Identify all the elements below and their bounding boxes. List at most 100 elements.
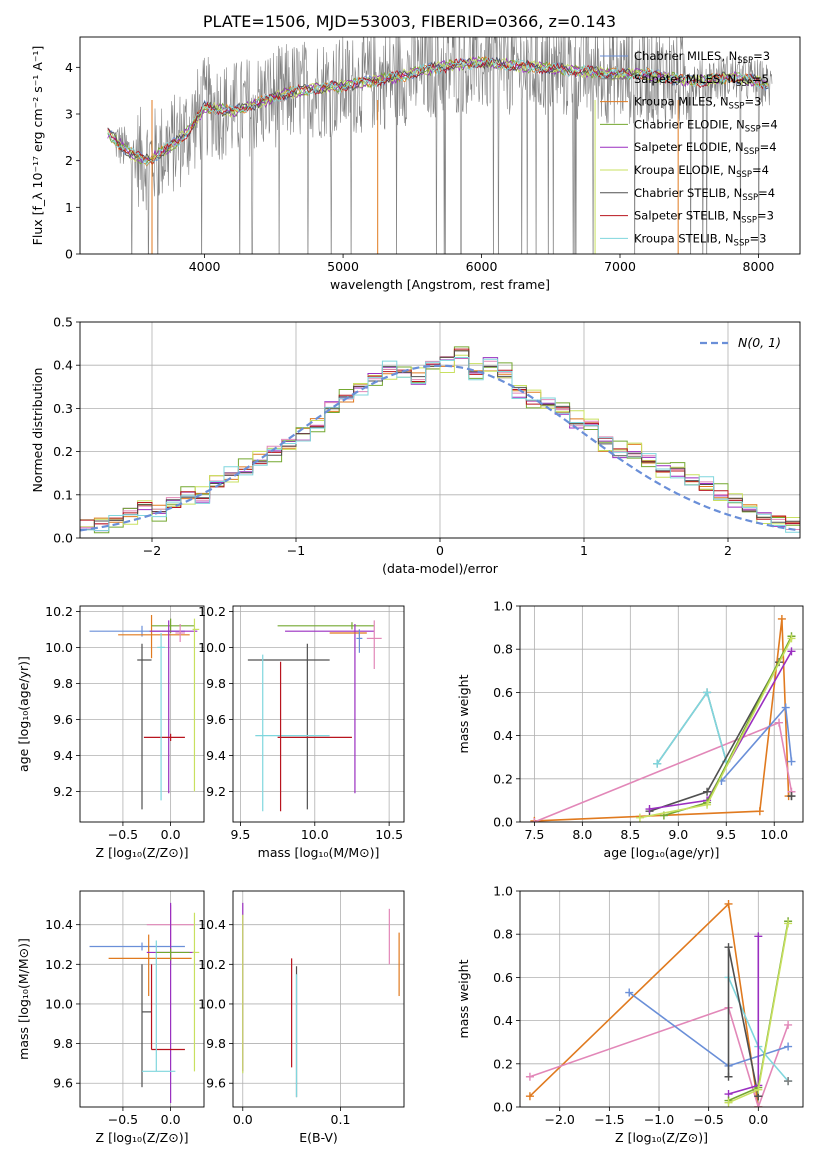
plus-marker [784, 1020, 793, 1029]
y-tick-label: 10.0 [198, 640, 226, 655]
y-tick-label: 0 [65, 247, 73, 262]
x-tick-label: 0.0 [233, 1112, 253, 1127]
plot-area [530, 614, 796, 822]
x-axis-label: E(B-V) [299, 1130, 338, 1145]
plus-marker [754, 932, 763, 941]
y-tick-label: 0.2 [493, 771, 513, 786]
axes-frame [232, 605, 405, 823]
x-axis-label: Z [log₁₀(Z/Z⊙)] [96, 1130, 189, 1145]
plot-area [89, 615, 200, 810]
y-axis-label: mass [log₁₀(M/M⊙)] [16, 938, 31, 1060]
y-tick-label: 9.8 [206, 676, 226, 691]
axes-age_vs_mass: 9.5 10.0 10.5 9.2 9.4 9.6 9.8 10.0 10.2 mass [log… [198, 604, 405, 860]
x-tick-label: 9.5 [716, 827, 736, 842]
plot-area [89, 902, 200, 1104]
x-tick-label: −2.0 [545, 1112, 575, 1127]
y-tick-label: 0.0 [493, 1100, 513, 1115]
x-tick-label: −1.5 [594, 1112, 624, 1127]
axes-weight_vs_age: 7.5 8.0 8.5 9.0 9.5 10.0 0.0 0.2 0.4 0.6 0.8 1.0 age… [456, 599, 804, 860]
series-line [649, 651, 793, 810]
x-tick-label: 10.5 [375, 827, 403, 842]
plus-marker [724, 1098, 733, 1107]
plus-marker [653, 759, 662, 768]
x-tick-label: −2 [143, 543, 161, 558]
axes-residuals: −2 −1 0 1 2 0.0 0.1 0.2 0.3 0.4 0.5 (data-model)/er… [30, 315, 801, 576]
y-tick-label: 9.2 [53, 784, 73, 799]
y-tick-label: 9.2 [206, 784, 226, 799]
plus-marker [724, 943, 733, 952]
legend-entry: Kroupa STELIB, NSSP=3 [634, 231, 766, 248]
x-tick-label: −1 [287, 543, 305, 558]
legend-entry: Kroupa MILES, NSSP=3 [634, 95, 761, 112]
x-axis-label: Z [log₁₀(Z/Z⊙)] [96, 845, 189, 860]
x-tick-label: −1.0 [644, 1112, 674, 1127]
plus-marker [777, 614, 786, 623]
y-tick-label: 10.2 [45, 957, 73, 972]
x-tick-label: 8000 [743, 259, 775, 274]
x-tick-label: 9.5 [230, 827, 250, 842]
legend: N(0, 1) [700, 335, 781, 350]
legend-entry: Kroupa ELODIE, NSSP=4 [634, 163, 769, 180]
y-tick-label: 0.4 [53, 358, 73, 373]
axes-frame [519, 890, 804, 1108]
y-tick-label: 9.8 [206, 1036, 226, 1051]
legend-entry: Chabrier MILES, NSSP=3 [634, 49, 770, 66]
y-tick-label: 0.2 [493, 1056, 513, 1071]
plus-marker [787, 792, 796, 801]
x-axis-label: (data-model)/error [382, 561, 499, 576]
legend: Chabrier MILES, NSSP=3 Salpeter MILES, NS… [600, 49, 778, 248]
plus-marker [787, 757, 796, 766]
y-tick-label: 0.3 [53, 401, 73, 416]
y-tick-label: 10.2 [198, 604, 226, 619]
axes-frame [519, 605, 804, 823]
x-tick-label: 8.0 [572, 827, 592, 842]
series-line [656, 690, 728, 765]
legend-entry: Salpeter MILES, NSSP=5 [634, 72, 769, 89]
y-tick-label: 9.6 [206, 1076, 226, 1091]
y-tick-label: 0.4 [493, 1013, 513, 1028]
plus-marker [754, 1085, 763, 1094]
axes-mass_vs_Z: −0.5 0.0 9.6 9.8 10.0 10.2 10.4 Z [log₁₀(Z/Z⊙)]… [16, 890, 205, 1145]
plot-area [242, 902, 400, 1098]
plus-marker [703, 787, 712, 796]
legend-entry: N(0, 1) [738, 335, 781, 350]
axes-mass_vs_EBV: 0.0 0.1 9.6 9.8 10.0 10.2 10.4 E(B-V) [198, 890, 405, 1145]
figure-title: PLATE=1506, MJD=53003, FIBERID=0366, z=0… [202, 12, 617, 31]
plus-marker [703, 800, 712, 809]
y-tick-label: 10.4 [198, 917, 226, 932]
y-tick-label: 0.1 [53, 487, 73, 502]
y-tick-label: 9.4 [206, 748, 226, 763]
y-tick-label: 10.0 [45, 996, 73, 1011]
axes-frame [79, 890, 205, 1108]
x-axis-label: Z [log₁₀(Z/Z⊙)] [615, 1130, 708, 1145]
x-tick-label: 7.5 [524, 827, 544, 842]
axes-spectrum: 4000 5000 6000 7000 8000 0 1 2 3 4 wavelength [Ang… [30, 36, 801, 292]
x-tick-label: 2 [724, 543, 732, 558]
x-tick-label: 9.0 [668, 827, 688, 842]
x-axis-label: mass [log₁₀(M/M⊙)] [258, 845, 380, 860]
x-axis-label: wavelength [Angstrom, rest frame] [330, 277, 550, 292]
plus-marker [775, 718, 784, 727]
y-tick-label: 9.6 [53, 712, 73, 727]
plus-marker [784, 1042, 793, 1051]
y-tick-label: 10.4 [45, 917, 73, 932]
x-tick-label: 0 [436, 543, 444, 558]
legend-entry: Chabrier STELIB, NSSP=4 [634, 186, 775, 203]
plus-marker [781, 703, 790, 712]
plus-marker [703, 688, 712, 697]
x-tick-label: −0.5 [108, 1112, 138, 1127]
y-axis-label: age [log₁₀(age/yr)] [16, 656, 31, 772]
x-tick-label: −0.5 [108, 827, 138, 842]
x-tick-label: 10.0 [760, 827, 788, 842]
y-tick-label: 10.0 [45, 640, 73, 655]
y-tick-label: 0.2 [53, 444, 73, 459]
y-tick-label: 2 [65, 153, 73, 168]
plus-marker [755, 807, 764, 816]
x-tick-label: 8.5 [620, 827, 640, 842]
y-tick-label: 1.0 [493, 884, 513, 899]
x-tick-label: 0.0 [161, 1112, 181, 1127]
plot-area [107, 37, 773, 254]
plus-marker [625, 988, 634, 997]
x-tick-label: 1 [580, 543, 588, 558]
